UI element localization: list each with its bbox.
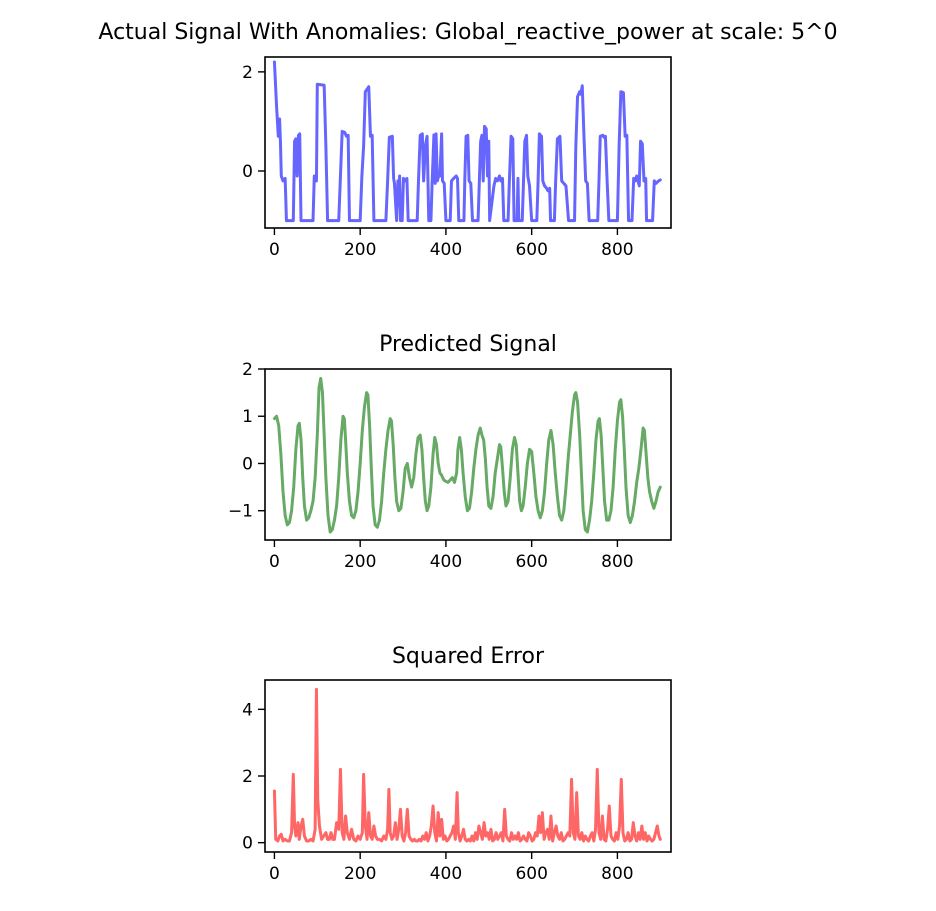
predicted-signal-panel: Predicted Signal 0 200 400 600 800 −1 0 1 2	[228, 332, 672, 572]
actual-signal-x-tick-label: 400	[430, 240, 462, 260]
squared-error-series-line	[272, 687, 662, 843]
actual-signal-x-tick-label: 600	[515, 240, 547, 260]
predicted-signal-y-tick-label: 2	[242, 360, 253, 380]
squared-error-x-tick-label: 400	[430, 864, 462, 884]
actual-signal-y-tick-label: 0	[242, 162, 253, 182]
predicted-signal-x-tick-label: 200	[344, 552, 376, 572]
predicted-signal-x-ticks: 0 200 400 600 800	[269, 540, 634, 572]
predicted-signal-series-line	[272, 376, 662, 534]
predicted-signal-y-tick-label: 0	[242, 454, 253, 474]
squared-error-y-tick-label: 2	[242, 767, 253, 787]
predicted-signal-title: Predicted Signal	[379, 332, 557, 357]
actual-signal-y-tick-label: 2	[242, 63, 253, 83]
actual-signal-series-line	[272, 60, 662, 223]
actual-signal-panel: Actual Signal With Anomalies: Global_rea…	[98, 20, 837, 260]
actual-signal-x-tick-label: 0	[269, 240, 280, 260]
predicted-signal-x-tick-label: 400	[430, 552, 462, 572]
actual-signal-y-ticks: 02	[242, 63, 265, 182]
actual-signal-x-tick-label: 200	[344, 240, 376, 260]
predicted-signal-y-tick-label: 1	[242, 407, 253, 427]
squared-error-x-tick-label: 800	[601, 864, 633, 884]
squared-error-x-tick-label: 600	[515, 864, 547, 884]
squared-error-axes-frame	[264, 679, 672, 853]
actual-signal-x-tick-label: 800	[601, 240, 633, 260]
actual-signal-axes-frame	[264, 56, 672, 229]
predicted-signal-y-ticks: −1 0 1 2	[228, 360, 265, 522]
predicted-signal-x-tick-label: 800	[601, 552, 633, 572]
predicted-signal-y-tick-label: −1	[228, 502, 253, 522]
squared-error-y-tick-label: 4	[242, 700, 253, 720]
squared-error-x-tick-label: 200	[344, 864, 376, 884]
actual-signal-title: Actual Signal With Anomalies: Global_rea…	[98, 20, 837, 45]
squared-error-y-ticks: 0 2 4	[242, 700, 265, 854]
squared-error-y-tick-label: 0	[242, 834, 253, 854]
squared-error-panel: Squared Error 0 200 400 600 800 0 2 4	[242, 644, 672, 884]
predicted-signal-axes-frame	[264, 368, 672, 541]
squared-error-title: Squared Error	[392, 644, 545, 669]
squared-error-x-ticks: 0 200 400 600 800	[269, 852, 634, 884]
predicted-signal-x-tick-label: 0	[269, 552, 280, 572]
actual-signal-x-ticks: 0 200 400 600 800	[269, 228, 634, 260]
squared-error-x-tick-label: 0	[269, 864, 280, 884]
predicted-signal-x-tick-label: 600	[515, 552, 547, 572]
